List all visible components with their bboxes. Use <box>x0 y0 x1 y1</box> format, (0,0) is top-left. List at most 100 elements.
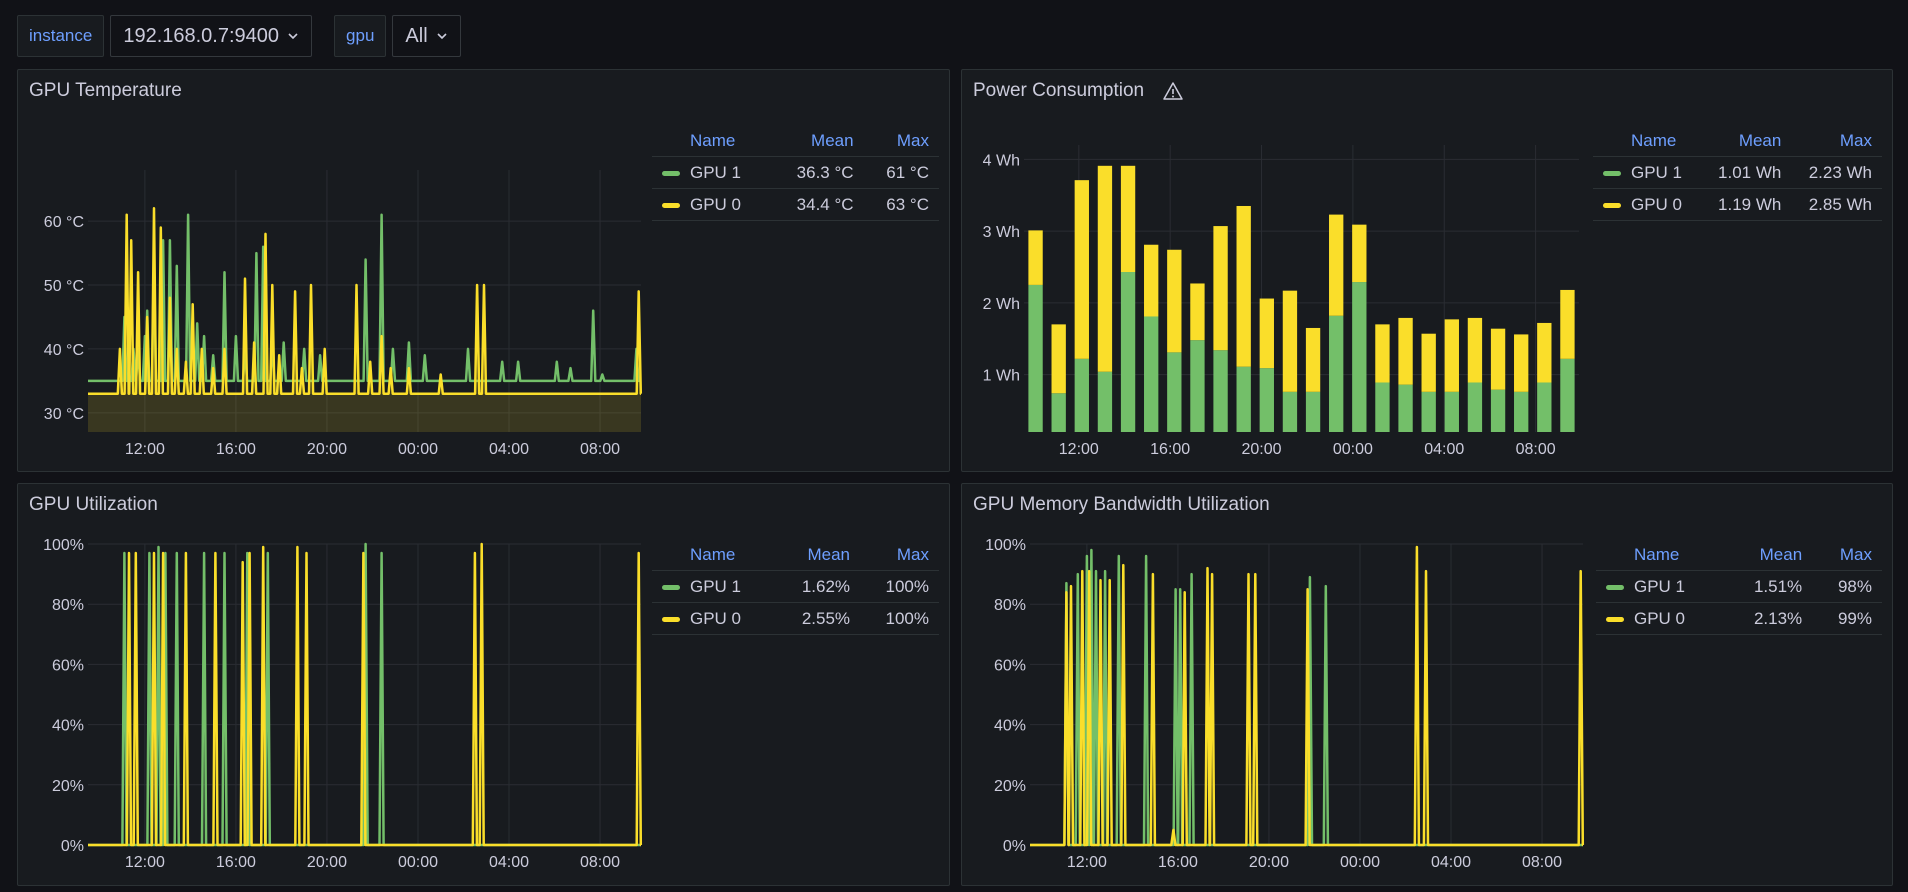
bar-gpu-0 <box>1560 289 1575 359</box>
chevron-down-icon <box>437 33 447 40</box>
utilization-chart[interactable]: 0% 20% 40% 60% 80% 100% 12:00 16:00 20:00 00:00 04… <box>18 484 951 887</box>
legend-header-mean[interactable]: Mean <box>1700 126 1792 157</box>
x-axis-tick-label: 04:00 <box>1431 854 1471 871</box>
y-axis-tick-label: 30 °C <box>44 406 84 423</box>
legend-header-max[interactable]: Max <box>1791 126 1882 157</box>
bar-gpu-0 <box>1537 322 1552 383</box>
legend-row-gpu0[interactable]: GPU 0 2.13% 99% <box>1596 602 1882 635</box>
bar-gpu-0 <box>1167 249 1182 353</box>
x-axis-tick-label: 12:00 <box>1067 854 1107 871</box>
y-axis-tick-label: 4 Wh <box>983 152 1020 169</box>
legend-row-gpu1[interactable]: GPU 1 1.01 Wh 2.23 Wh <box>1593 156 1882 189</box>
legend-table: Name Mean Max GPU 1 1.51% 98% GPU 0 2.13… <box>1596 540 1882 635</box>
panel-title-text: GPU Temperature <box>29 80 182 101</box>
legend-row-gpu1[interactable]: GPU 1 1.62% 100% <box>652 570 939 603</box>
legend-mean-value: 1.51% <box>1724 570 1813 603</box>
bar-gpu-1 <box>1305 391 1321 432</box>
legend-header-mean[interactable]: Mean <box>775 540 861 571</box>
bar-gpu-1 <box>1398 384 1413 432</box>
x-axis-tick-label: 00:00 <box>398 441 438 458</box>
panel-gpu-utilization[interactable]: GPU Utilization 0% 20% 40% 60% 80% 100% 12:00 1… <box>17 483 950 886</box>
x-axis-tick-label: 00:00 <box>1340 854 1380 871</box>
legend-row-gpu1[interactable]: GPU 1 36.3 °C 61 °C <box>652 156 939 189</box>
x-axis-tick-label: 08:00 <box>1516 441 1556 458</box>
bar-gpu-0 <box>1213 226 1228 351</box>
panel-title-text: GPU Utilization <box>29 494 158 515</box>
legend-max-value: 99% <box>1812 602 1882 635</box>
x-axis-tick-label: 04:00 <box>489 854 529 871</box>
x-axis-tick-label: 08:00 <box>580 854 620 871</box>
legend-header-name[interactable]: Name <box>652 126 772 157</box>
legend-max-value: 2.23 Wh <box>1791 156 1882 189</box>
chevron-down-icon <box>288 33 298 40</box>
instance-variable-select[interactable]: 192.168.0.7:9400 <box>110 15 313 57</box>
x-axis-tick-label: 20:00 <box>1249 854 1289 871</box>
bar-gpu-1 <box>1190 340 1205 432</box>
legend-series-name: GPU 0 <box>1631 194 1683 214</box>
y-axis-tick-label: 20% <box>994 778 1026 795</box>
legend-max-value: 2.85 Wh <box>1791 188 1882 221</box>
temperature-chart[interactable]: 30 °C 40 °C 50 °C 60 °C 12:00 16:00 20:00 00:00… <box>18 70 951 473</box>
bar-gpu-1 <box>1028 284 1043 432</box>
y-axis-tick-label: 50 °C <box>44 278 84 295</box>
bar-gpu-0 <box>1051 324 1066 394</box>
legend-header-name[interactable]: Name <box>652 540 776 571</box>
legend-row-gpu0[interactable]: GPU 0 34.4 °C 63 °C <box>652 188 939 221</box>
legend-mean-value: 2.13% <box>1724 602 1813 635</box>
legend-header-max[interactable]: Max <box>860 540 939 571</box>
legend-header-mean[interactable]: Mean <box>1724 540 1813 571</box>
y-axis-tick-label: 0% <box>1003 838 1026 855</box>
legend-series-name: GPU 1 <box>690 576 742 596</box>
legend-header-max[interactable]: Max <box>1812 540 1882 571</box>
memory-bandwidth-chart[interactable]: 0% 20% 40% 60% 80% 100% 12:00 16:00 20:00 00:00 04… <box>962 484 1894 887</box>
instance-variable-value: 192.168.0.7:9400 <box>123 24 280 47</box>
bar-gpu-0 <box>1398 317 1413 385</box>
legend-header-name[interactable]: Name <box>1593 126 1701 157</box>
panel-title-text: Power Consumption <box>973 80 1145 101</box>
warning-icon[interactable] <box>1162 80 1184 102</box>
series-area-fill <box>88 208 641 432</box>
panel-power-consumption[interactable]: Power Consumption 1 Wh 2 Wh 3 Wh 4 Wh 12:00 1… <box>961 69 1893 472</box>
panel-title-text: GPU Memory Bandwidth Utilization <box>973 494 1270 515</box>
bar-gpu-1 <box>1352 282 1367 432</box>
legend-row-gpu1[interactable]: GPU 1 1.51% 98% <box>1596 570 1882 603</box>
panel-gpu-memory-bandwidth[interactable]: GPU Memory Bandwidth Utilization 0% 20% 40… <box>961 483 1893 886</box>
legend-row-gpu0[interactable]: GPU 0 1.19 Wh 2.85 Wh <box>1593 188 1882 221</box>
series-color-swatch <box>1603 170 1621 176</box>
y-axis-tick-label: 40% <box>994 718 1026 735</box>
legend-row-gpu0[interactable]: GPU 0 2.55% 100% <box>652 602 939 635</box>
bar-gpu-1 <box>1375 382 1390 432</box>
series-color-swatch <box>662 584 680 590</box>
bar-gpu-0 <box>1282 290 1298 392</box>
bar-gpu-1 <box>1514 391 1529 432</box>
legend-series-name: GPU 1 <box>1634 576 1686 596</box>
gpu-variable-select[interactable]: All <box>392 15 461 57</box>
legend-max-value: 63 °C <box>863 188 939 221</box>
x-axis-tick-label: 16:00 <box>1150 441 1190 458</box>
bar-gpu-0 <box>1375 324 1390 383</box>
bar-gpu-1 <box>1167 352 1182 432</box>
y-axis-tick-label: 0% <box>61 838 84 855</box>
bar-gpu-0 <box>1236 205 1251 367</box>
bar-gpu-1 <box>1074 358 1089 432</box>
legend-header-mean[interactable]: Mean <box>771 126 864 157</box>
bar-gpu-0 <box>1074 180 1089 359</box>
power-chart[interactable]: 1 Wh 2 Wh 3 Wh 4 Wh 12:00 16:00 20:00 00:00 04:0… <box>962 70 1894 473</box>
y-axis-tick-label: 3 Wh <box>983 224 1020 241</box>
panel-title: GPU Memory Bandwidth Utilization <box>973 494 1270 516</box>
y-axis-tick-label: 80% <box>52 597 84 614</box>
bar-gpu-1 <box>1097 371 1113 432</box>
bar-gpu-1 <box>1490 389 1506 432</box>
bar-gpu-0 <box>1144 244 1159 317</box>
bar-gpu-0 <box>1097 165 1113 372</box>
legend-series-name: GPU 0 <box>690 608 742 628</box>
y-axis-tick-label: 60 °C <box>44 214 84 231</box>
x-axis-tick-label: 16:00 <box>216 441 256 458</box>
bar-gpu-0 <box>1421 333 1436 392</box>
legend-mean-value: 36.3 °C <box>771 156 864 189</box>
legend-header-max[interactable]: Max <box>863 126 939 157</box>
panel-title: GPU Utilization <box>29 494 158 516</box>
panel-gpu-temperature[interactable]: GPU Temperature 30 °C 40 °C 50 °C 60 °C 12:0… <box>17 69 950 472</box>
x-axis-tick-label: 04:00 <box>489 441 529 458</box>
legend-header-name[interactable]: Name <box>1596 540 1724 571</box>
